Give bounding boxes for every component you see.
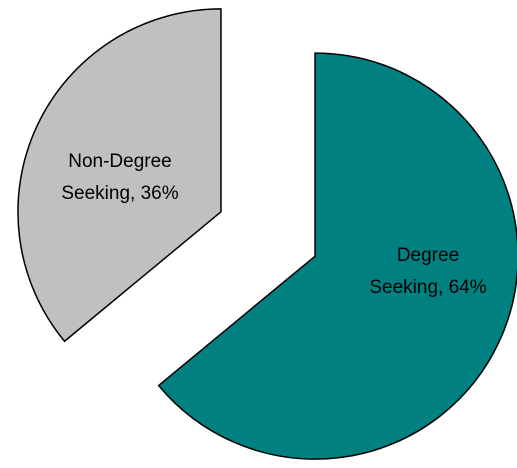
data-label: Degree Seeking, 64% — [369, 245, 486, 298]
pie-slice — [157, 52, 517, 460]
data-label-line: Degree — [397, 245, 459, 266]
data-label-line: Seeking, 36% — [61, 183, 178, 204]
data-label-line: Non-Degree — [68, 151, 172, 172]
data-label: Non-Degree Seeking, 36% — [61, 151, 178, 204]
pie-slice — [17, 8, 222, 343]
data-label-line: Seeking, 64% — [369, 277, 486, 298]
